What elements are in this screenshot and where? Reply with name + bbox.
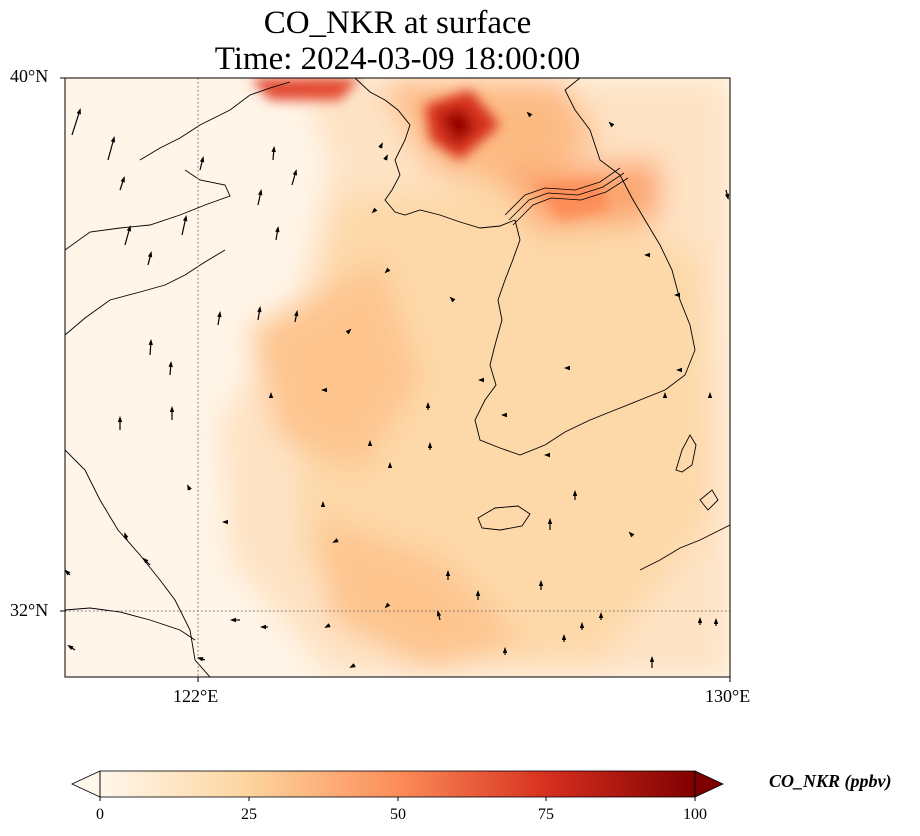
gridlines xyxy=(65,78,730,677)
wind-arrow-head xyxy=(707,392,713,398)
wind-arrow-head xyxy=(697,617,703,623)
wind-arrow-head xyxy=(349,663,356,668)
wind-arrow-head xyxy=(275,226,280,233)
wind-arrow-head xyxy=(292,169,298,176)
wind-arrow-head xyxy=(384,602,391,609)
wind-arrow-head xyxy=(217,311,222,318)
wind-arrow-head xyxy=(117,416,123,422)
wind-arrow-head xyxy=(547,518,553,524)
wind-arrow-head xyxy=(321,387,327,393)
wind-arrow-head xyxy=(384,267,391,274)
lon-tick-122: 122°E xyxy=(173,686,219,706)
wind-arrow-head xyxy=(199,156,205,163)
wind-arrow-head xyxy=(147,251,153,258)
tick-marks xyxy=(60,77,731,682)
colorbar-tick-50: 50 xyxy=(390,806,406,823)
lat-tick-40: 40°N xyxy=(10,66,49,86)
wind-arrow-head xyxy=(501,412,507,418)
wind-arrow-head xyxy=(168,361,173,368)
wind-arrow-head xyxy=(449,296,456,303)
wind-arrow-head xyxy=(271,146,276,153)
wind-arrow-head xyxy=(436,610,442,617)
map-frame xyxy=(64,77,731,678)
wind-arrow-head xyxy=(598,612,604,618)
colorbar-tick-100: 100 xyxy=(683,806,707,823)
wind-arrow-head xyxy=(538,580,544,586)
dmz-border xyxy=(504,167,629,226)
colorbar-tick-75: 75 xyxy=(538,806,554,823)
colorbar-tick-0: 0 xyxy=(96,806,104,823)
wind-arrow-head xyxy=(371,207,378,214)
wind-arrow-head xyxy=(258,189,263,196)
wind-arrow-head xyxy=(126,225,132,232)
wind-arrow-head xyxy=(478,377,484,383)
wind-arrow-head xyxy=(564,365,570,371)
wind-arrow-head xyxy=(367,440,373,446)
wind-arrow-head xyxy=(268,392,274,398)
wind-arrow-head xyxy=(222,519,228,525)
map-title-line1: CO_NKR at surface xyxy=(263,5,532,41)
wind-arrow-head xyxy=(257,306,262,313)
wind-arrow-head xyxy=(332,538,339,543)
wind-arrow-head xyxy=(169,406,175,412)
wind-arrow-head xyxy=(425,402,431,408)
wind-arrow-head xyxy=(676,367,682,373)
wind-arrow-head xyxy=(526,111,533,118)
wind-arrow-head xyxy=(713,618,719,624)
wind-arrow-head xyxy=(674,292,680,298)
wind-arrow-head xyxy=(644,252,650,258)
wind-arrow-head xyxy=(579,622,585,628)
wind-arrow-head xyxy=(378,142,383,149)
wind-arrow xyxy=(71,109,81,136)
wind-arrow-head xyxy=(197,657,204,662)
wind-arrow-head xyxy=(182,215,188,222)
map-title-line2: Time: 2024-03-09 18:00:00 xyxy=(214,41,581,77)
wind-arrow-head xyxy=(230,617,236,623)
wind-arrow-head xyxy=(124,532,129,539)
wind-arrow-head xyxy=(628,531,635,538)
wind-arrow-head xyxy=(294,310,299,317)
wind-arrow-head xyxy=(649,656,655,662)
wind-arrow-head xyxy=(502,647,508,653)
wind-arrow-head xyxy=(187,484,192,491)
wind-arrow-head xyxy=(724,193,730,200)
wind-arrow-head xyxy=(475,590,481,596)
wind-arrow-head xyxy=(142,557,149,564)
wind-arrow-head xyxy=(320,501,326,507)
wind-arrow-head xyxy=(65,569,71,576)
colorbar-label: CO_NKR (ppbv) xyxy=(769,771,892,791)
wind-arrow-head xyxy=(662,392,668,398)
lon-tick-130: 130°E xyxy=(705,686,751,706)
wind-arrow-head xyxy=(148,339,153,346)
coastlines xyxy=(65,78,730,677)
wind-arrow-head xyxy=(67,644,74,651)
wind-arrow-head xyxy=(445,570,451,576)
colorbar xyxy=(71,770,724,801)
colorbar-tick-25: 25 xyxy=(241,806,257,823)
lat-tick-32: 32°N xyxy=(10,600,49,620)
concentration-field xyxy=(65,78,730,677)
wind-arrow-head xyxy=(260,624,266,630)
wind-arrow-head xyxy=(345,328,352,335)
wind-arrow-head xyxy=(561,634,567,640)
wind-arrow-head xyxy=(110,136,116,143)
wind-arrow-head xyxy=(120,176,125,183)
wind-arrow-head xyxy=(544,452,550,458)
wind-arrow-head xyxy=(572,490,578,496)
wind-arrow-head xyxy=(324,623,331,628)
wind-arrow-head xyxy=(383,154,388,161)
wind-arrow-head xyxy=(76,108,81,115)
wind-arrow-head xyxy=(387,462,393,468)
wind-arrow-head xyxy=(427,442,433,448)
wind-arrow-head xyxy=(608,121,615,128)
wind-vectors xyxy=(65,108,730,668)
